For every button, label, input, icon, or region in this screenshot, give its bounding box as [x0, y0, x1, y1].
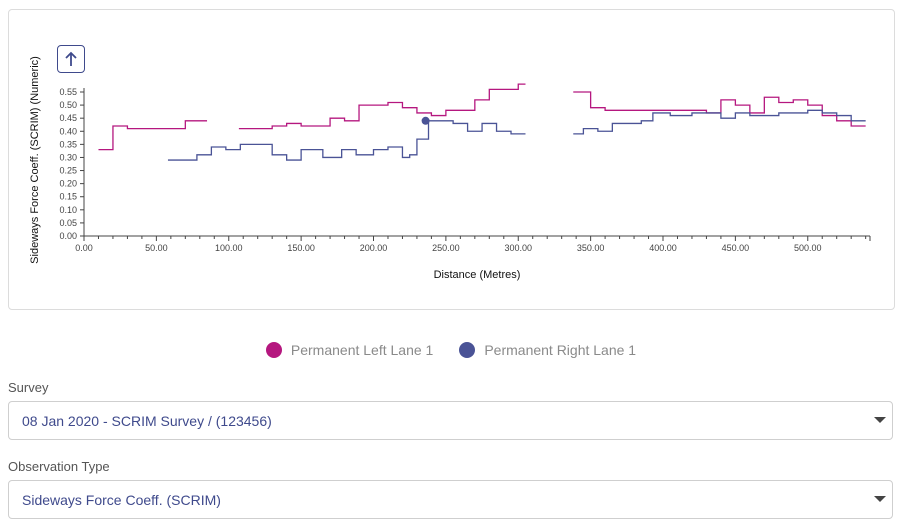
- left-lane-swatch: [265, 342, 282, 358]
- arrow-up-button[interactable]: [57, 45, 85, 73]
- survey-value: 08 Jan 2020 - SCRIM Survey / (123456): [22, 412, 272, 429]
- legend-label: Permanent Right Lane 1: [484, 342, 637, 358]
- survey-label: Survey: [8, 380, 49, 395]
- legend-label: Permanent Left Lane 1: [290, 342, 434, 358]
- left-lane-line-segment-2: [238, 83, 526, 130]
- observation-type-label: Observation Type: [8, 459, 110, 474]
- arrow-up-icon: [65, 51, 77, 66]
- left-lane-line-segment-3: [573, 91, 866, 127]
- y-tick-label: 0.40: [59, 126, 77, 136]
- y-tick-label: 0.55: [59, 87, 77, 97]
- y-tick-label: 0.10: [59, 205, 77, 215]
- sfc-step-chart: 0.00 0.05 0.10 0.15 0.20 0.25 0.30 0.35 0.40 0.45…: [29, 56, 871, 281]
- y-tick-label: 0.25: [59, 166, 77, 176]
- right-lane-swatch: [459, 342, 476, 358]
- y-axis-label: Sideways Force Coeff. (SCRIM) (Numeric): [29, 56, 41, 264]
- x-tick-label: 450.00: [722, 243, 750, 253]
- left-lane-line-segment-1: [98, 120, 208, 151]
- x-tick-label: 400.00: [649, 243, 677, 253]
- x-tick-label: 350.00: [577, 243, 605, 253]
- x-axis-label: Distance (Metres): [434, 269, 521, 281]
- chart-legend: Permanent Left Lane 1 Permanent Right La…: [0, 338, 902, 362]
- x-tick-label: 200.00: [360, 243, 388, 253]
- x-tick-label: 150.00: [287, 243, 315, 253]
- y-tick-label: 0.50: [59, 100, 77, 110]
- observation-type-value: Sideways Force Coeff. (SCRIM): [22, 491, 221, 508]
- x-tick-label: 50.00: [145, 243, 168, 253]
- legend-item-left-lane[interactable]: Permanent Left Lane 1: [265, 342, 434, 358]
- legend-item-right-lane[interactable]: Permanent Right Lane 1: [459, 342, 636, 358]
- y-tick-label: 0.20: [59, 179, 77, 189]
- right-lane-line-segment-2: [573, 109, 866, 135]
- y-tick-label: 0.45: [59, 113, 77, 123]
- x-tick-label: 500.00: [794, 243, 822, 253]
- y-tick-label: 0.35: [59, 139, 77, 149]
- y-tick-label: 0.00: [59, 231, 77, 241]
- x-tick-label: 0.00: [75, 243, 93, 253]
- survey-select[interactable]: 08 Jan 2020 - SCRIM Survey / (123456): [8, 401, 893, 440]
- x-tick-label: 250.00: [432, 243, 460, 253]
- chart-card: [8, 9, 895, 310]
- x-tick-label: 100.00: [215, 243, 243, 253]
- x-tick-label: 300.00: [504, 243, 532, 253]
- y-tick-label: 0.15: [59, 192, 77, 202]
- right-lane-line-segment-1: [167, 120, 526, 161]
- observation-type-select[interactable]: Sideways Force Coeff. (SCRIM): [8, 480, 893, 519]
- chevron-down-icon: [874, 496, 886, 502]
- highlight-point[interactable]: [421, 116, 430, 125]
- chevron-down-icon: [874, 417, 886, 423]
- y-tick-label: 0.30: [59, 152, 77, 162]
- y-tick-label: 0.05: [59, 218, 77, 228]
